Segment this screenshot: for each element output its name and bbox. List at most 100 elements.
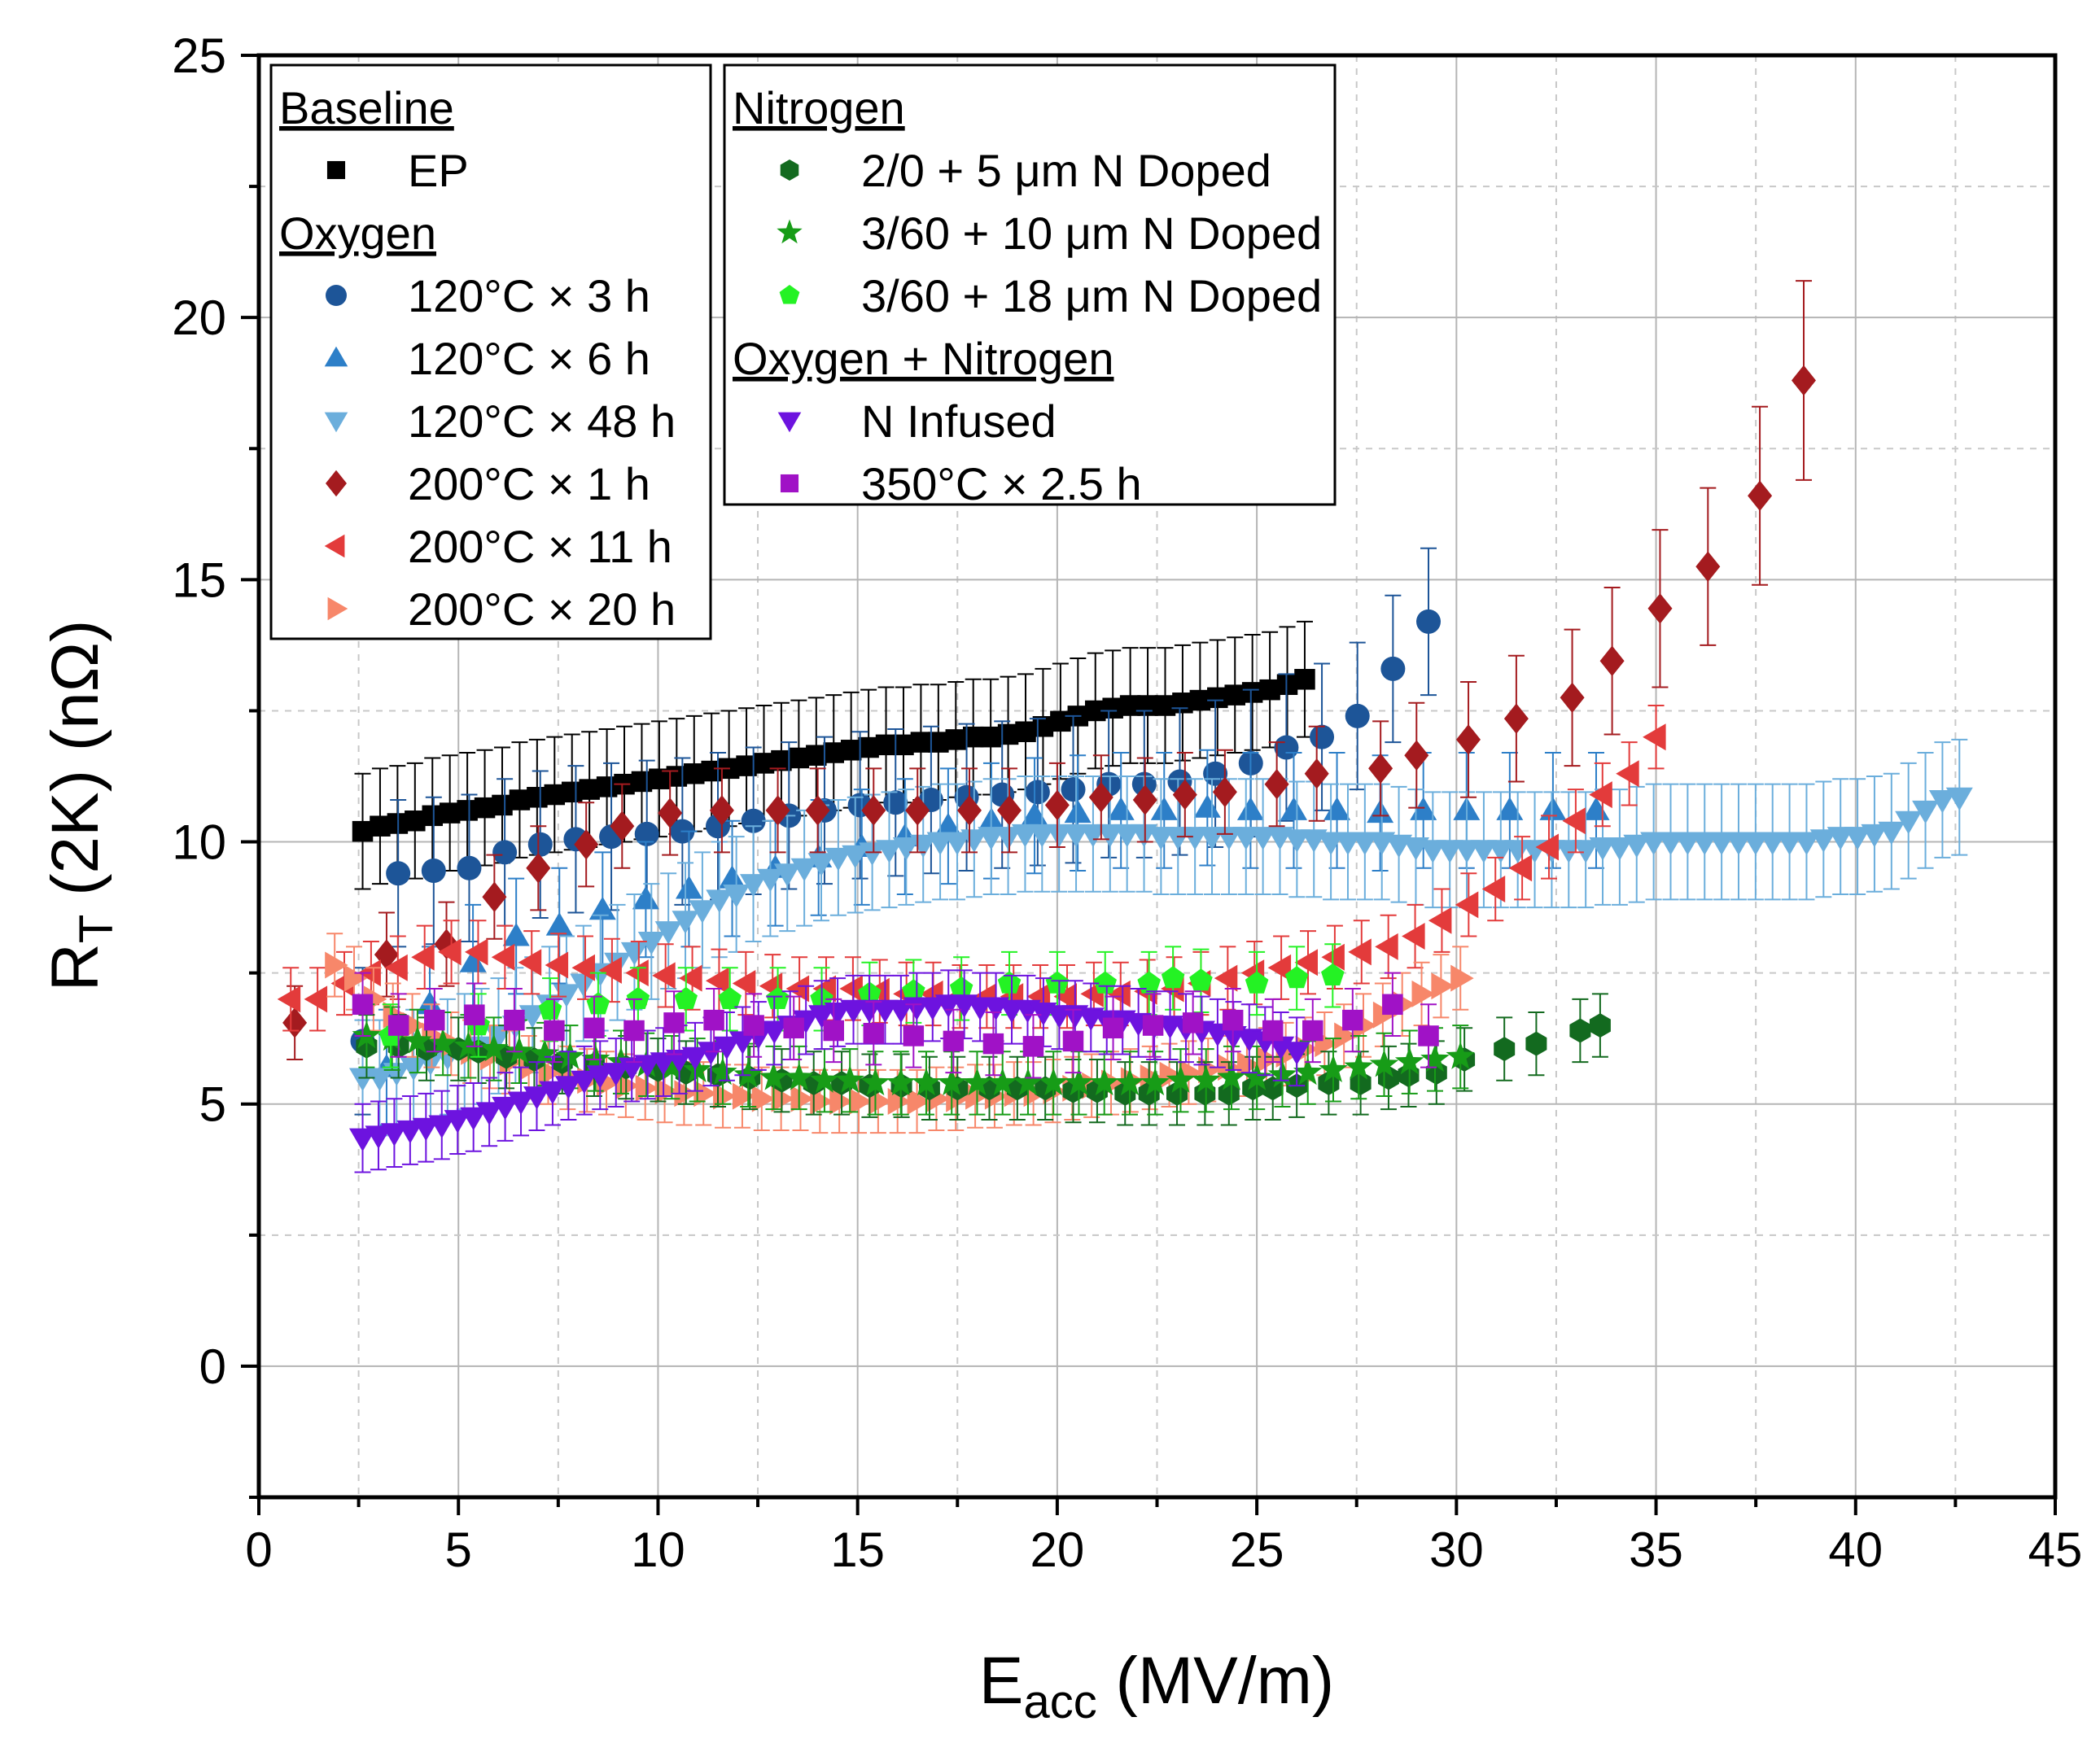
data-point <box>1382 994 1403 1016</box>
data-point <box>728 1031 756 1055</box>
legend-label: N Infused <box>861 395 1057 447</box>
data-point <box>863 1022 885 1044</box>
data-point <box>1508 854 1533 882</box>
data-point <box>790 1085 814 1112</box>
legend-heading: Nitrogen <box>733 82 905 133</box>
data-point <box>1189 689 1211 711</box>
data-point <box>422 805 444 827</box>
data-point <box>1455 891 1479 919</box>
data-point <box>960 829 988 853</box>
data-point <box>596 776 618 797</box>
data-point <box>277 985 301 1013</box>
data-point <box>1321 963 1345 985</box>
data-point <box>396 1120 424 1144</box>
data-point <box>1198 827 1226 850</box>
data-point <box>505 1036 534 1064</box>
data-point <box>825 847 852 872</box>
data-point <box>1562 807 1586 835</box>
legend-box-0: Baseline EP Oxygen 120°C × 3 h 120°C × 6 h 12… <box>269 63 712 640</box>
data-point <box>1079 824 1107 848</box>
data-point <box>1028 824 1056 848</box>
data-point <box>697 1042 724 1065</box>
data-point <box>492 840 518 865</box>
data-point <box>1039 1068 1068 1096</box>
data-point <box>706 889 733 913</box>
data-point <box>482 881 507 912</box>
x-tick-label: 25 <box>1230 1523 1284 1577</box>
data-point <box>1496 797 1524 820</box>
data-point <box>504 1009 525 1031</box>
data-point <box>1032 716 1054 737</box>
data-point <box>1928 790 1956 814</box>
legend-heading: Baseline <box>279 82 454 133</box>
data-point <box>823 1020 844 1042</box>
data-point <box>1539 797 1567 820</box>
data-point <box>682 1055 712 1082</box>
data-point <box>650 1052 677 1076</box>
data-point <box>1453 840 1481 863</box>
data-point <box>910 732 932 753</box>
data-point <box>1589 837 1617 861</box>
data-point <box>1107 797 1135 820</box>
data-point <box>1394 1046 1424 1075</box>
data-point <box>1217 1062 1246 1090</box>
data-point <box>892 837 920 861</box>
data-point <box>1348 938 1372 966</box>
data-point <box>349 1068 376 1091</box>
y-tick-label: 5 <box>199 1077 226 1132</box>
legend-label: 3/60 + 10 μm N Doped <box>861 208 1322 259</box>
data-point <box>1259 679 1280 701</box>
data-point <box>1150 797 1178 820</box>
data-point <box>428 1115 456 1138</box>
data-point <box>1113 824 1141 848</box>
data-point <box>693 1080 717 1108</box>
data-point <box>743 1015 764 1036</box>
data-point <box>1249 827 1277 850</box>
data-point <box>1107 980 1131 1007</box>
data-point <box>732 970 756 997</box>
data-point <box>1267 1060 1297 1088</box>
data-point <box>1375 933 1398 960</box>
legend-marker <box>326 285 347 306</box>
data-point <box>740 874 767 898</box>
data-point <box>1380 656 1406 681</box>
data-point <box>1572 840 1599 863</box>
x-tick-label: 40 <box>1828 1523 1883 1577</box>
data-point <box>1378 1065 1399 1090</box>
data-point <box>523 1086 550 1110</box>
x-tick-label: 5 <box>445 1523 472 1577</box>
data-point <box>349 1128 376 1152</box>
data-point <box>457 855 482 880</box>
data-point <box>631 771 653 793</box>
y-axis-title: RT (2K) (nΩ) <box>38 620 123 992</box>
data-point <box>708 1057 737 1086</box>
data-point <box>840 740 862 761</box>
data-point <box>719 865 746 889</box>
data-point <box>753 753 775 774</box>
data-point <box>1166 1065 1196 1093</box>
data-point <box>657 1051 687 1080</box>
data-point <box>1222 1009 1244 1031</box>
data-point <box>997 723 1019 745</box>
x-tick-label: 10 <box>631 1523 685 1577</box>
data-point <box>380 1123 408 1147</box>
data-point <box>554 1076 582 1099</box>
data-point <box>893 734 914 756</box>
data-point <box>1657 832 1684 855</box>
data-point <box>1334 832 1362 855</box>
data-point <box>1895 810 1923 835</box>
data-point <box>751 1085 776 1112</box>
data-point <box>459 949 487 972</box>
data-point <box>806 745 827 766</box>
data-point <box>1345 703 1370 728</box>
data-point <box>1262 1020 1284 1042</box>
data-point <box>1021 802 1048 826</box>
data-point <box>1102 1017 1124 1039</box>
data-point <box>1203 761 1228 786</box>
data-point <box>765 795 790 826</box>
x-tick-label: 15 <box>830 1523 885 1577</box>
data-point <box>1640 832 1668 855</box>
data-point <box>1742 832 1770 855</box>
data-point <box>1404 740 1429 771</box>
